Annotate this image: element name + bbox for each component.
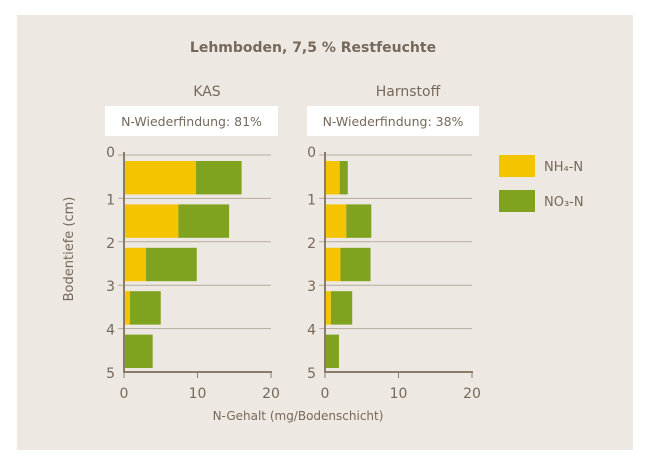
- annotation-text: N-Wiederfindung: 38%: [323, 114, 464, 129]
- y-tick-label: 0: [307, 145, 316, 161]
- y-tick-label: 5: [307, 366, 316, 382]
- x-tick-label: 10: [189, 386, 207, 402]
- bar-no3: [196, 161, 242, 195]
- bar-nh4: [325, 161, 340, 195]
- bar-no3: [339, 161, 348, 195]
- bar-no3: [124, 334, 153, 368]
- chart-title: Lehmboden, 7,5 % Restfeuchte: [190, 40, 436, 56]
- y-tick-label: 1: [307, 192, 316, 208]
- x-axis-label: N-Gehalt (mg/Bodenschicht): [213, 409, 384, 423]
- bar-nh4: [124, 161, 197, 195]
- annotation-text: N-Wiederfindung: 81%: [121, 114, 262, 129]
- y-tick-label: 5: [106, 366, 115, 382]
- y-tick-label: 4: [307, 323, 316, 339]
- bar-nh4: [325, 291, 331, 325]
- x-tick-label: 0: [120, 386, 129, 402]
- annotation-box: [105, 106, 278, 136]
- bar-nh4: [325, 247, 341, 282]
- y-tick-label: 3: [307, 279, 316, 295]
- legend: NH₄-N NO₃-N: [499, 155, 584, 212]
- y-axis-label: Bodentiefe (cm): [62, 197, 77, 302]
- legend-label-0: NH₄-N: [544, 160, 583, 175]
- x-tick-label: 20: [463, 386, 481, 402]
- bar-no3: [340, 247, 371, 282]
- legend-label-1: NO₃-N: [544, 195, 584, 210]
- bar-no3: [129, 291, 161, 325]
- legend-swatch-1: [499, 190, 535, 212]
- bar-no3: [325, 334, 339, 368]
- y-tick-label: 1: [106, 192, 115, 208]
- x-tick-label: 20: [262, 386, 280, 402]
- annotation-box: [307, 106, 479, 136]
- legend-swatch-0: [499, 155, 535, 177]
- y-tick-label: 2: [106, 236, 115, 252]
- bar-nh4: [124, 204, 179, 238]
- y-tick-label: 3: [106, 279, 115, 295]
- y-tick-label: 0: [106, 145, 115, 161]
- bar-nh4: [325, 204, 347, 238]
- bar-no3: [330, 291, 353, 325]
- y-tick-label: 2: [307, 236, 316, 252]
- bar-no3: [178, 204, 230, 238]
- bar-no3: [146, 247, 197, 282]
- x-tick-label: 10: [390, 386, 408, 402]
- panel-title: Harnstoff: [376, 84, 441, 100]
- bar-nh4: [124, 291, 130, 325]
- x-tick-label: 0: [321, 386, 330, 402]
- bar-nh4: [124, 247, 147, 282]
- bar-no3: [346, 204, 372, 238]
- y-tick-label: 4: [106, 323, 115, 339]
- panel-title: KAS: [193, 84, 221, 100]
